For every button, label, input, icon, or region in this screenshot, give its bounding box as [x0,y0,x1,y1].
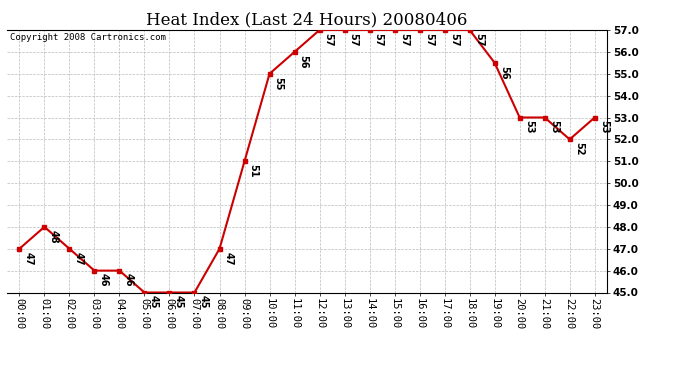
Text: 45: 45 [199,295,208,309]
Text: 56: 56 [299,55,308,68]
Text: 52: 52 [574,142,584,156]
Text: 53: 53 [549,120,559,134]
Text: 57: 57 [324,33,334,46]
Text: 55: 55 [274,76,284,90]
Text: 45: 45 [174,295,184,309]
Text: 47: 47 [224,252,234,265]
Text: 57: 57 [399,33,408,46]
Text: 46: 46 [99,273,108,287]
Text: 57: 57 [374,33,384,46]
Text: 45: 45 [148,295,159,309]
Text: 47: 47 [23,252,34,265]
Text: 46: 46 [124,273,134,287]
Text: 57: 57 [424,33,434,46]
Text: 53: 53 [599,120,609,134]
Text: 47: 47 [74,252,83,265]
Text: 57: 57 [448,33,459,46]
Text: 57: 57 [474,33,484,46]
Text: Copyright 2008 Cartronics.com: Copyright 2008 Cartronics.com [10,33,166,42]
Text: 51: 51 [248,164,259,177]
Title: Heat Index (Last 24 Hours) 20080406: Heat Index (Last 24 Hours) 20080406 [146,12,468,28]
Text: 57: 57 [348,33,359,46]
Text: 56: 56 [499,66,509,79]
Text: 48: 48 [48,230,59,243]
Text: 53: 53 [524,120,534,134]
